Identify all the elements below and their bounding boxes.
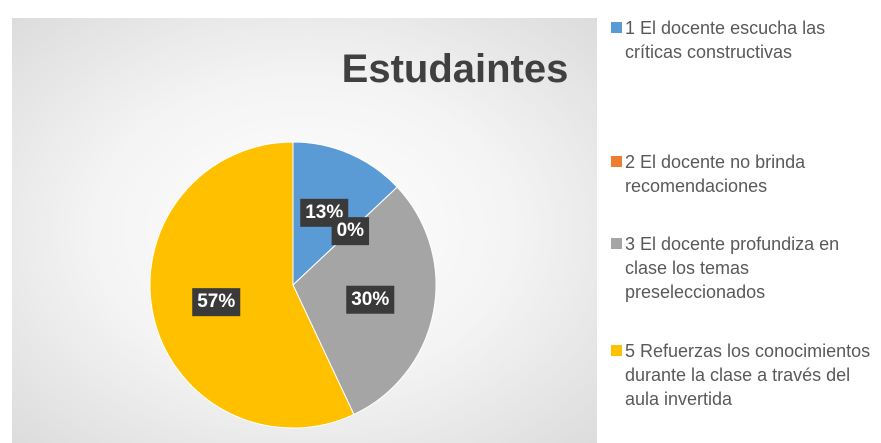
legend-swatch [611, 22, 622, 33]
legend-item: 3 El docente profundiza en clase los tem… [611, 232, 873, 304]
legend-item: 2 El docente no brinda recomendaciones [611, 150, 873, 198]
data-label-box [192, 288, 241, 317]
data-label-text: 30% [351, 289, 389, 310]
legend-item: 5 Refuerzas los conocimientos durante la… [611, 339, 873, 411]
data-label: 57% [192, 288, 241, 317]
legend-label: 3 El docente profundiza en clase los tem… [625, 234, 840, 302]
legend-label: 2 El docente no brinda recomendaciones [625, 152, 806, 196]
legend-swatch [611, 345, 622, 356]
legend-swatch [611, 238, 622, 249]
data-label: 30% [346, 285, 395, 314]
chart-title: Estudaintes [342, 47, 569, 91]
data-label-box [346, 285, 395, 314]
legend-item: 1 El docente escucha las críticas constr… [611, 16, 873, 64]
legend-label: 5 Refuerzas los conocimientos durante la… [625, 341, 871, 409]
data-label-box [331, 217, 370, 246]
data-label: 0% [331, 217, 370, 246]
legend-label: 1 El docente escucha las críticas constr… [625, 18, 826, 62]
data-label-text: 57% [197, 291, 235, 312]
legend-swatch [611, 156, 622, 167]
pie-slice [149, 141, 355, 429]
data-label-text: 0% [337, 220, 365, 241]
